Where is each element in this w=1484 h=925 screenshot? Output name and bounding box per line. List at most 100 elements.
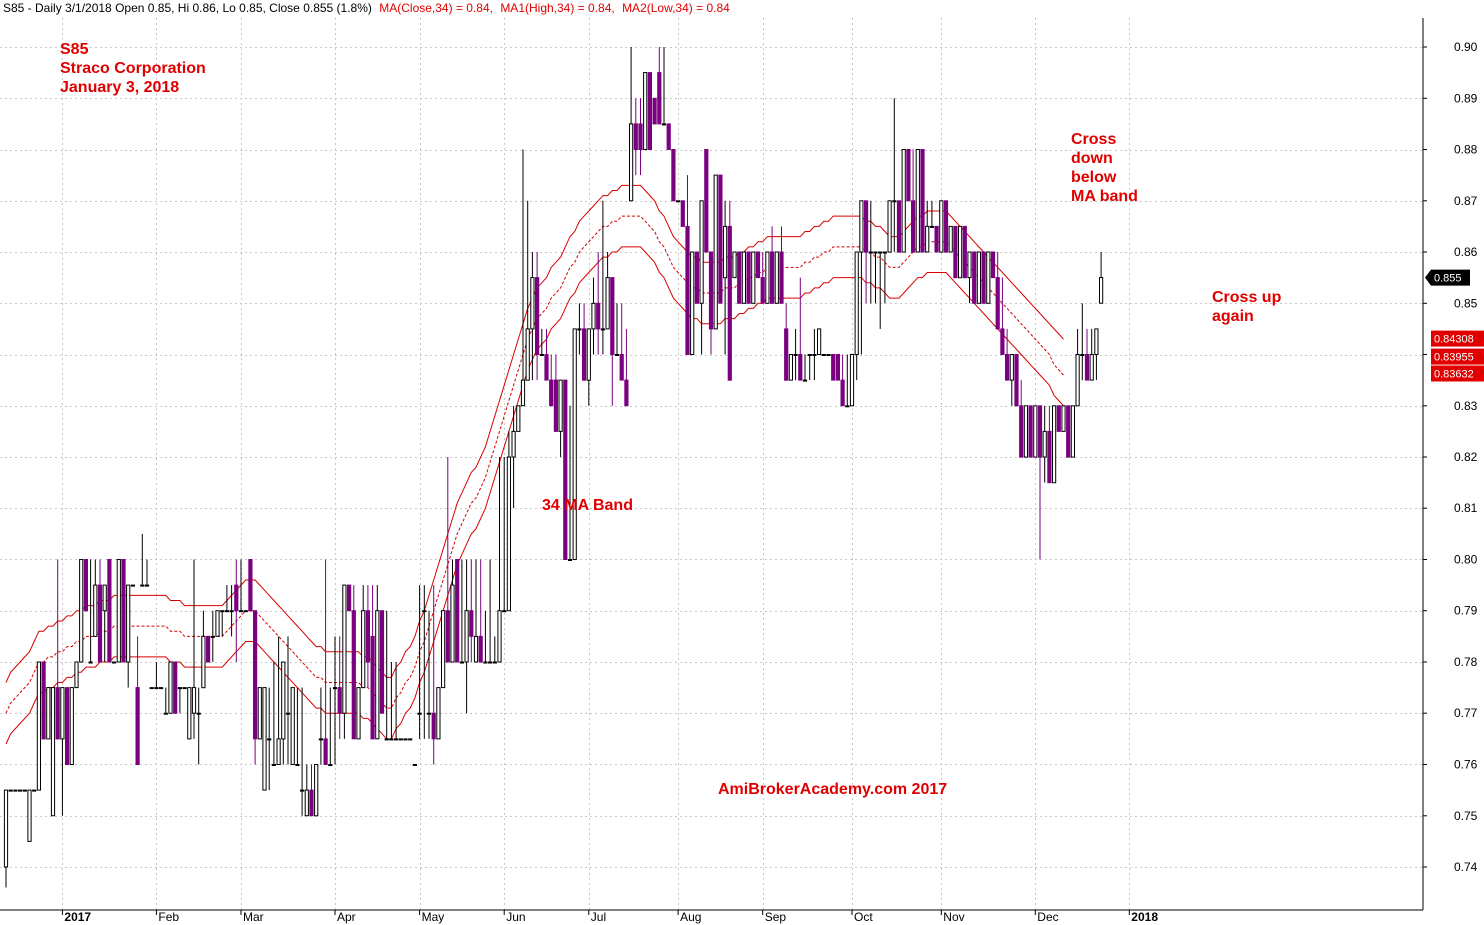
candle-body — [981, 251, 986, 304]
candle — [478, 559, 483, 663]
candle — [661, 47, 667, 126]
candle-body — [478, 635, 483, 663]
candle-body — [93, 584, 98, 637]
candle-body — [27, 789, 32, 842]
candle — [1005, 328, 1010, 381]
candle — [976, 251, 981, 304]
candle — [934, 225, 939, 253]
candle-body — [1005, 354, 1010, 381]
candle — [191, 559, 197, 739]
title-symbol: S85 — [60, 41, 89, 58]
candle-body — [605, 277, 610, 330]
candle — [276, 636, 281, 766]
candle — [436, 687, 441, 740]
candle-body — [394, 738, 399, 741]
candle — [643, 72, 648, 150]
candle — [206, 635, 211, 663]
candle-body — [680, 200, 685, 227]
candle — [173, 661, 178, 714]
candle-body — [727, 225, 732, 381]
candle — [535, 252, 540, 381]
candle — [389, 662, 394, 741]
candle — [107, 559, 112, 663]
candle — [751, 251, 756, 304]
date-axis: 2017 Feb Mar Apr May Jun Jul Aug Sep Oct Nov Dec 201… — [61, 910, 1158, 924]
candle-body — [1037, 405, 1043, 458]
candle — [774, 251, 779, 304]
candle-body — [990, 251, 996, 279]
candle-body — [1052, 405, 1057, 484]
candle — [948, 225, 953, 253]
candle-body — [1047, 430, 1052, 484]
candle-body — [652, 97, 657, 125]
candle — [102, 584, 107, 662]
candle — [112, 661, 117, 664]
flag-label: 0.83632 — [1434, 369, 1474, 381]
candle — [60, 687, 65, 816]
candle — [431, 585, 436, 765]
candle-body — [511, 430, 516, 458]
candle-body — [332, 687, 338, 690]
flag-shape — [1431, 330, 1484, 347]
candle — [798, 277, 803, 381]
candle-body — [18, 789, 23, 792]
cross-down-line-2: down — [1071, 150, 1113, 167]
candle-body — [168, 661, 173, 714]
candle-body — [506, 456, 511, 612]
candle-body — [187, 687, 192, 740]
candle-body — [901, 149, 906, 253]
candle-body — [426, 712, 432, 715]
candle-body — [455, 559, 460, 663]
candle-body — [173, 661, 178, 714]
candle-body — [1033, 405, 1038, 458]
candle-body — [206, 635, 211, 663]
candle — [187, 687, 192, 740]
candle — [422, 585, 427, 739]
candle-body — [22, 789, 27, 792]
candle — [953, 225, 958, 279]
candle — [370, 585, 375, 740]
candle-body — [535, 277, 540, 356]
candle-body — [567, 559, 573, 561]
candle-body — [412, 764, 417, 766]
candle — [1019, 380, 1024, 458]
candle-body — [365, 610, 370, 663]
candle — [412, 764, 417, 766]
candle — [215, 610, 220, 637]
candle — [939, 200, 944, 253]
candle — [65, 687, 70, 765]
candle — [300, 687, 305, 816]
candle — [323, 559, 328, 766]
candle-body — [1061, 405, 1066, 432]
candle — [149, 687, 154, 690]
candle — [1084, 328, 1090, 381]
candle-body — [318, 738, 323, 741]
candle — [614, 303, 620, 356]
candle-body — [201, 635, 206, 689]
ma-low-line — [5, 246, 1064, 745]
candle — [788, 354, 793, 381]
candle-body — [953, 225, 958, 279]
candle-body — [1094, 328, 1099, 355]
candle — [365, 585, 370, 688]
candle-body — [408, 738, 413, 741]
candle-body — [967, 251, 972, 279]
candle-body — [572, 328, 577, 560]
candle — [8, 789, 13, 792]
candle — [332, 636, 338, 765]
candle-body — [516, 405, 521, 432]
candle-body — [892, 200, 897, 203]
candle-body — [624, 379, 629, 407]
candle — [229, 585, 234, 637]
candle — [704, 149, 709, 253]
ytick-label: 0.82 — [1454, 450, 1478, 464]
flag-label: 0.83955 — [1434, 352, 1474, 364]
candle-body — [323, 738, 328, 766]
candle — [441, 610, 446, 689]
candle-body — [699, 200, 704, 304]
candle — [676, 200, 681, 203]
candle — [285, 636, 291, 765]
candle — [624, 328, 629, 407]
candle-body — [760, 277, 765, 304]
candle-body — [79, 559, 84, 663]
